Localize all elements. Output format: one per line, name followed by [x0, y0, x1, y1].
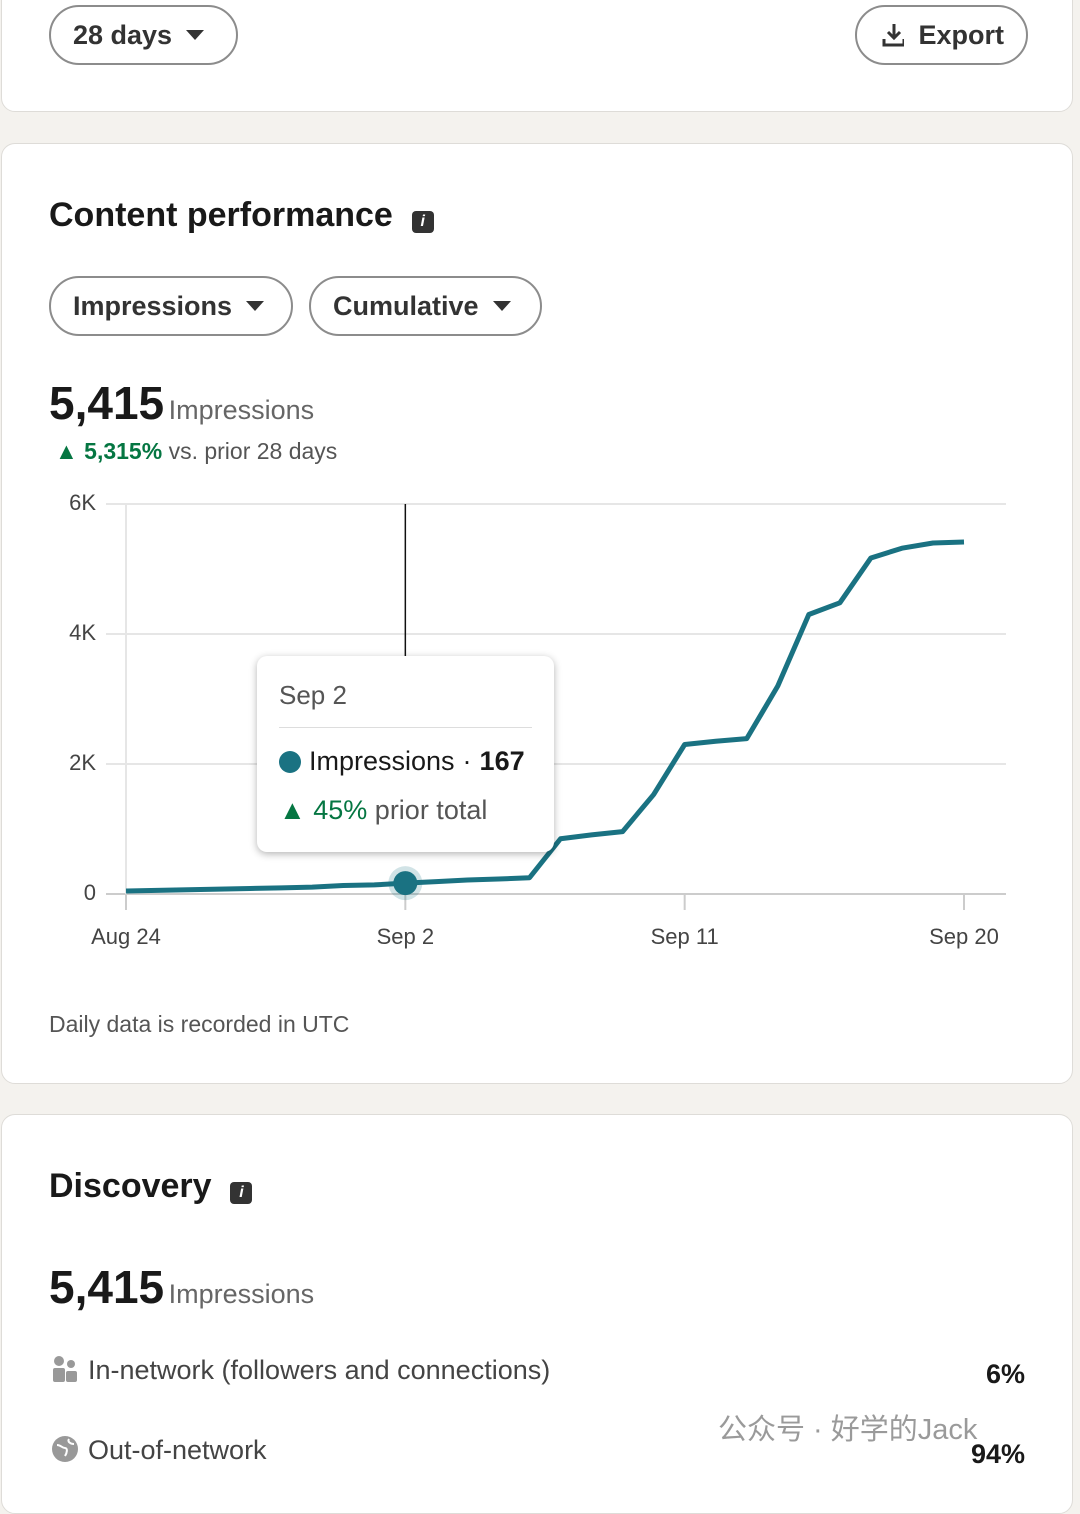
- caret: [492, 301, 511, 311]
- metric-label: Impressions: [73, 290, 233, 321]
- people-icon: [53, 1356, 77, 1382]
- caret: [246, 301, 265, 311]
- tooltip-row: Impressions · 167: [279, 746, 532, 777]
- x-tick-label: Sep 2: [377, 924, 435, 949]
- filter-card: 28 days Export: [1, 0, 1073, 112]
- range-dropdown[interactable]: 28 days: [49, 5, 238, 65]
- section-title: Discovery i: [49, 1167, 253, 1206]
- mode-label: Cumulative: [333, 290, 479, 321]
- mode-dropdown[interactable]: Cumulative: [309, 276, 542, 336]
- section-title: Content performance i: [49, 196, 434, 235]
- watermark: 公众号 · 好学的Jack: [718, 1414, 978, 1446]
- y-tick-label: 2K: [69, 750, 96, 775]
- performance-card: Content performance i Impressions Cumula…: [1, 143, 1073, 1084]
- total: 5,415 Impressions: [49, 1260, 314, 1314]
- total-label: Impressions: [168, 1279, 315, 1309]
- discovery-card: Discovery i 5,415 Impressions In-network…: [1, 1114, 1073, 1514]
- change-label: vs. prior 28 days: [168, 438, 338, 464]
- range-label: 28 days: [73, 19, 173, 50]
- separator: ·: [462, 746, 472, 776]
- tooltip-value: 167: [479, 746, 525, 776]
- globe-icon: [52, 1436, 78, 1462]
- title-text: Discovery: [49, 1167, 212, 1205]
- change: ▲ 5,315% vs. prior 28 days: [55, 438, 337, 465]
- x-tick-label: Aug 24: [91, 924, 161, 949]
- legend-dot: [279, 750, 301, 773]
- change-text: 5,315%: [84, 438, 163, 464]
- row-value: 6%: [985, 1359, 1025, 1389]
- info-icon[interactable]: i: [230, 1182, 253, 1204]
- export-button[interactable]: Export: [855, 5, 1028, 65]
- tooltip-date: Sep 2: [279, 680, 532, 728]
- title-text: Content performance: [49, 196, 393, 234]
- row-label: In-network (followers and connections): [88, 1355, 551, 1385]
- change-value: ▲ 5,315%: [55, 438, 163, 464]
- tooltip-change-value: 45%: [313, 795, 368, 825]
- line-series: [125, 539, 965, 894]
- row-label: Out-of-network: [88, 1435, 267, 1465]
- download-icon: [882, 24, 905, 47]
- total-value: 5,415: [49, 1261, 165, 1313]
- tooltip: Sep 2 Impressions · 167 ▲ 45% prior total: [257, 656, 554, 852]
- total-label: Impressions: [168, 395, 315, 425]
- y-tick-label: 6K: [69, 490, 96, 515]
- tooltip-series: Impressions: [309, 746, 455, 776]
- x-tick-label: Sep 11: [651, 924, 719, 949]
- tooltip-change-label: prior total: [374, 795, 488, 825]
- total-value: 5,415: [49, 377, 165, 429]
- info-icon[interactable]: i: [411, 211, 434, 233]
- hover-point: [393, 871, 418, 896]
- caret: [186, 30, 205, 40]
- x-tick-label: Sep 20: [929, 924, 999, 949]
- note: Daily data is recorded in UTC: [49, 1011, 350, 1037]
- chart: 0 2K 4K 6K Aug 24 Sep 2 Sep 11 Sep 20: [69, 490, 1006, 949]
- export-label: Export: [918, 19, 1004, 50]
- y-tick-label: 4K: [69, 620, 96, 645]
- metric-dropdown[interactable]: Impressions: [49, 276, 293, 336]
- total: 5,415 Impressions: [49, 376, 314, 430]
- tooltip-change: ▲ 45% prior total: [279, 795, 488, 825]
- y-tick-label: 0: [84, 880, 96, 905]
- row-value: 94%: [970, 1439, 1025, 1469]
